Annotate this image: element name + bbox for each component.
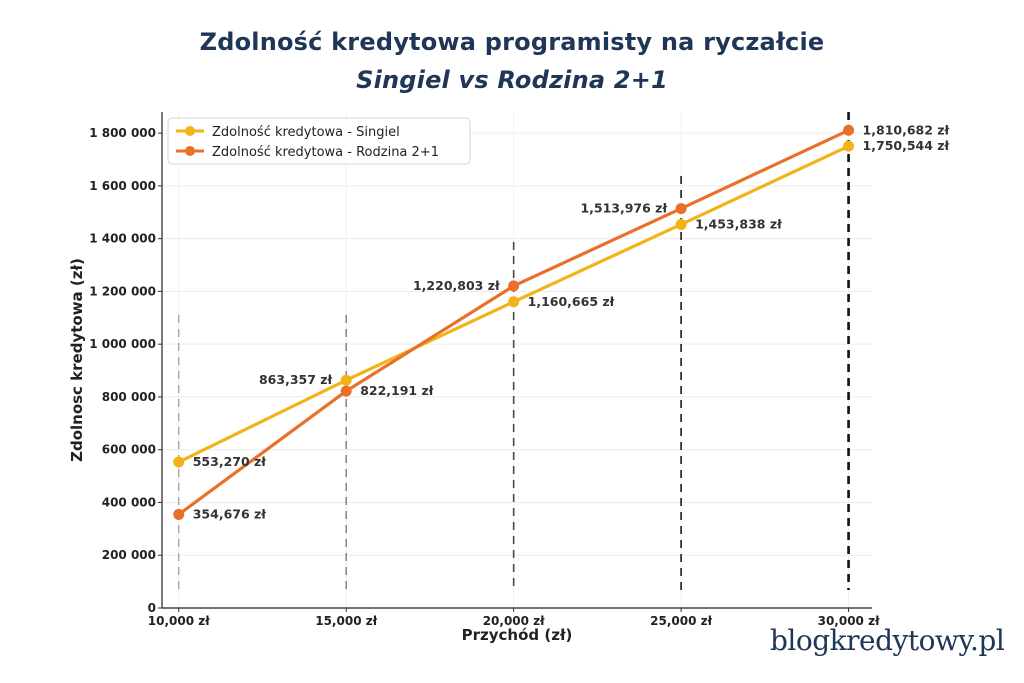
data-label: 354,676 zł — [193, 506, 267, 521]
data-label: 1,220,803 zł — [413, 278, 500, 293]
y-tick-label: 800 000 — [102, 390, 156, 404]
legend-swatch-marker — [185, 146, 195, 156]
data-label: 863,357 zł — [259, 372, 333, 387]
y-tick-label: 200 000 — [102, 548, 156, 562]
data-label: 1,160,665 zł — [528, 294, 615, 309]
data-point — [675, 203, 687, 215]
data-point — [508, 280, 520, 292]
data-label: 1,453,838 zł — [695, 216, 782, 231]
chart-title: Zdolność kredytowa programisty na ryczał… — [199, 28, 825, 56]
y-axis-title: Zdolnosc kredytowa (zł) — [68, 258, 86, 462]
y-tick-label: 1 000 000 — [89, 337, 156, 351]
chart-subtitle: Singiel vs Rodzina 2+1 — [356, 66, 668, 94]
x-axis-title: Przychód (zł) — [462, 626, 573, 644]
data-label: 1,810,682 zł — [863, 122, 950, 137]
legend-swatch-marker — [185, 126, 195, 136]
data-point — [173, 456, 185, 468]
data-point — [675, 218, 687, 230]
y-tick-label: 600 000 — [102, 443, 156, 457]
legend-entry: Zdolność kredytowa - Rodzina 2+1 — [212, 145, 439, 160]
legend-entry: Zdolność kredytowa - Singiel — [212, 125, 400, 140]
y-tick-label: 1 800 000 — [89, 126, 156, 140]
x-tick-label: 20,000 zł — [483, 614, 545, 628]
y-tick-label: 1 400 000 — [89, 232, 156, 246]
data-point — [173, 508, 185, 520]
data-point — [508, 296, 520, 308]
y-tick-label: 1 600 000 — [89, 179, 156, 193]
y-tick-label: 400 000 — [102, 495, 156, 509]
y-tick-label: 0 — [148, 601, 156, 615]
x-tick-label: 30,000 zł — [818, 614, 880, 628]
data-label: 822,191 zł — [360, 383, 434, 398]
data-point — [340, 385, 352, 397]
data-point — [843, 124, 855, 136]
data-label: 1,513,976 zł — [580, 201, 667, 216]
data-label: 1,750,544 zł — [863, 138, 950, 153]
y-tick-label: 1 200 000 — [89, 284, 156, 298]
brand-logo: blogkredytowy.pl — [770, 624, 1005, 657]
x-tick-label: 15,000 zł — [315, 614, 377, 628]
data-point — [340, 374, 352, 386]
data-point — [843, 140, 855, 152]
x-tick-label: 25,000 zł — [650, 614, 712, 628]
legend-box — [167, 117, 471, 165]
x-tick-label: 10,000 zł — [148, 614, 210, 628]
data-label: 553,270 zł — [193, 454, 267, 469]
